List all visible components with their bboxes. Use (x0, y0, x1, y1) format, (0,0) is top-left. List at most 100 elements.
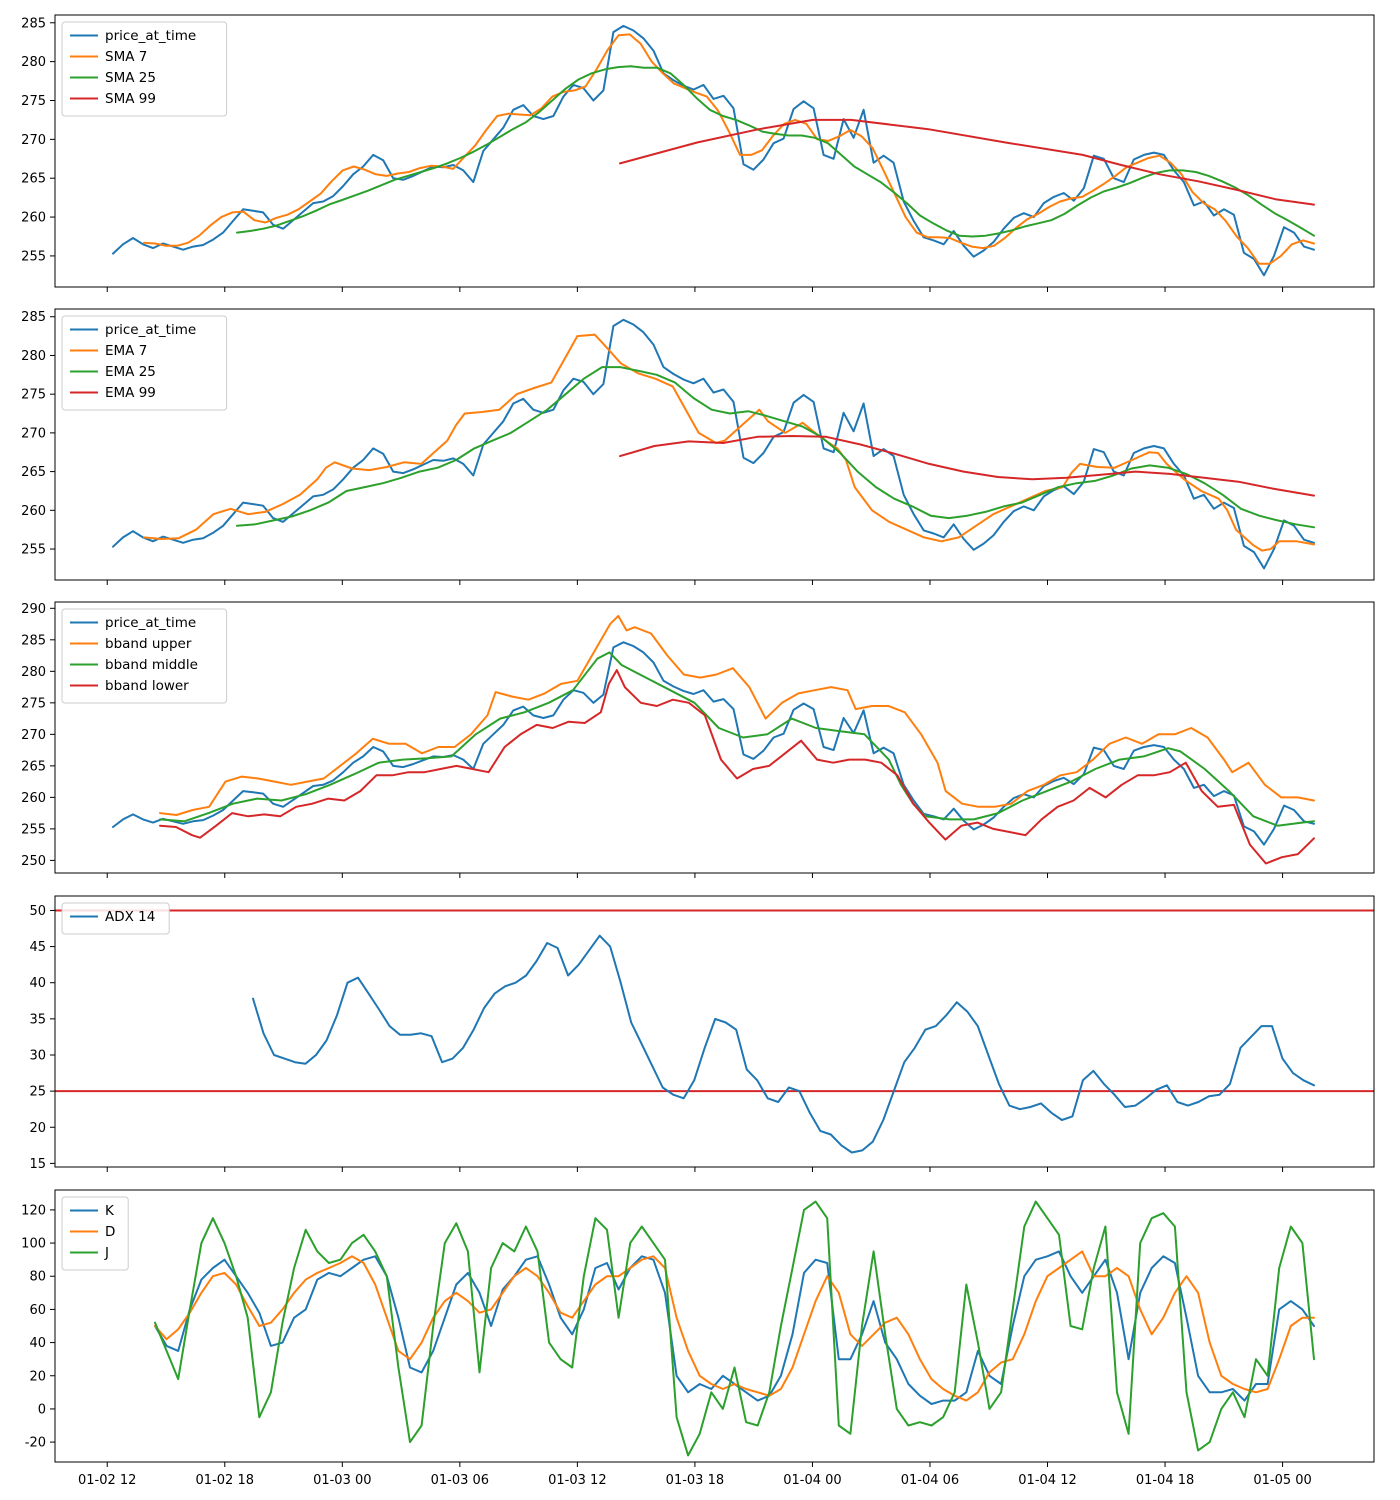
axes-frame (54, 14, 1375, 288)
y-tick-label: 280 (21, 55, 46, 70)
y-tick-label: 280 (21, 349, 46, 364)
x-tick-label: 01-03 06 (431, 1473, 489, 1488)
legend-label: J (104, 1245, 109, 1261)
legend-label: EMA 99 (105, 385, 156, 401)
legend-label: bband upper (105, 636, 192, 652)
x-tick-label: 01-03 18 (666, 1473, 724, 1488)
legend: price_at_time EMA 7 EMA 25 EMA 99 (61, 315, 228, 411)
x-tick-label: 01-04 00 (783, 1473, 841, 1488)
legend-box (61, 608, 228, 704)
legend-label: price_at_time (105, 615, 196, 631)
x-tick-label: 01-05 00 (1253, 1473, 1311, 1488)
chart-panel-3: 250 255 260 265 270 275 280 285 290 price_at_time… (21, 601, 1375, 878)
legend-label: bband middle (105, 657, 198, 673)
legend-box (61, 315, 228, 411)
series-line-sma-7 (143, 33, 1315, 265)
y-tick-label: 45 (29, 940, 46, 955)
y-tick-label: 270 (21, 728, 46, 743)
chart-panel-4: 15 20 25 30 35 40 45 50 ADX 14 (29, 895, 1375, 1172)
y-tick-label: 280 (21, 665, 46, 680)
y-tick-label: 60 (29, 1303, 46, 1318)
legend-label: price_at_time (105, 28, 196, 44)
series-line-ema-7 (143, 333, 1315, 552)
y-tick-label: 275 (21, 388, 46, 403)
plot-area (112, 24, 1315, 277)
legend-box (61, 902, 170, 935)
y-tick-label: 255 (21, 822, 46, 837)
y-tick-label: 270 (21, 133, 46, 148)
y-tick-label: 40 (29, 1336, 46, 1351)
legend-label: K (105, 1203, 115, 1219)
legend: ADX 14 (61, 902, 170, 935)
y-tick-label: 250 (21, 854, 46, 869)
series-line-j (154, 1200, 1315, 1457)
y-tick-label: 30 (29, 1048, 46, 1063)
y-tick-label: 265 (21, 172, 46, 187)
legend-label: EMA 25 (105, 364, 156, 380)
y-tick-label: 20 (29, 1369, 46, 1384)
x-tick-label: 01-02 18 (196, 1473, 254, 1488)
axes-frame (54, 895, 1375, 1168)
y-tick-label: 100 (21, 1237, 46, 1252)
series-line-price-at-time (112, 24, 1315, 277)
y-tick-label: 255 (21, 249, 46, 264)
y-tick-label: 290 (21, 602, 46, 617)
x-tick-label: 01-04 18 (1136, 1473, 1194, 1488)
y-tick-label: 20 (29, 1121, 46, 1136)
legend: KDJ (61, 1196, 129, 1271)
chart-panel-1: 255 260 265 270 275 280 285 price_at_time SMA 7 S… (21, 14, 1375, 292)
series-line-sma-99 (619, 118, 1315, 206)
x-tick-label: 01-04 12 (1018, 1473, 1076, 1488)
chart-panel-2: 255 260 265 270 275 280 285 price_at_time EMA 7 E… (21, 308, 1375, 585)
y-tick-label: 275 (21, 94, 46, 109)
legend-label: SMA 25 (105, 70, 156, 86)
y-tick-label: 25 (29, 1085, 46, 1100)
legend-label: bband lower (105, 678, 189, 694)
series-line-bband-lower (159, 669, 1315, 865)
x-tick-label: 01-03 12 (548, 1473, 606, 1488)
y-tick-label: 285 (21, 16, 46, 31)
y-tick-label: 260 (21, 504, 46, 519)
y-tick-label: 15 (29, 1157, 46, 1172)
chart-panel-5: -20 0 20 40 60 80 100 120 01-02 12 01-02 18 01-03 … (21, 1189, 1375, 1488)
y-tick-label: 285 (21, 310, 46, 325)
y-tick-label: 40 (29, 976, 46, 991)
plot-area (154, 1200, 1315, 1457)
axes-frame (54, 308, 1375, 581)
series-line-ema-25 (236, 366, 1315, 529)
series-line-bband-upper (159, 614, 1315, 816)
series-line-sma-25 (236, 65, 1315, 238)
series-line-price-at-time (112, 318, 1315, 570)
y-tick-label: 120 (21, 1203, 46, 1218)
axes-frame (54, 601, 1375, 874)
series-line-d (154, 1250, 1315, 1402)
y-tick-label: 285 (21, 633, 46, 648)
y-tick-label: 80 (29, 1270, 46, 1285)
legend-label: EMA 7 (105, 343, 147, 359)
x-tick-label: 01-04 06 (901, 1473, 959, 1488)
y-tick-label: 50 (29, 904, 46, 919)
y-tick-label: 35 (29, 1012, 46, 1027)
plot-area (55, 909, 1374, 1154)
x-tick-label: 01-02 12 (78, 1473, 136, 1488)
plot-area (112, 318, 1315, 570)
x-tick-label: 01-03 00 (313, 1473, 371, 1488)
legend-box (61, 21, 228, 117)
y-tick-label: 270 (21, 426, 46, 441)
y-tick-label: -20 (25, 1436, 46, 1451)
legend-label: SMA 99 (105, 91, 156, 107)
y-tick-label: 255 (21, 543, 46, 558)
y-tick-label: 265 (21, 759, 46, 774)
series-line-bband-middle (159, 651, 1315, 827)
legend-label: SMA 7 (105, 49, 147, 65)
legend-label: D (105, 1224, 115, 1240)
y-tick-label: 275 (21, 696, 46, 711)
series-line-ema-99 (619, 435, 1315, 497)
legend: price_at_time SMA 7 SMA 25 SMA 99 (61, 21, 228, 117)
y-tick-label: 265 (21, 465, 46, 480)
y-tick-label: 260 (21, 791, 46, 806)
series-line-price-at-time (112, 641, 1315, 846)
y-tick-label: 260 (21, 211, 46, 226)
